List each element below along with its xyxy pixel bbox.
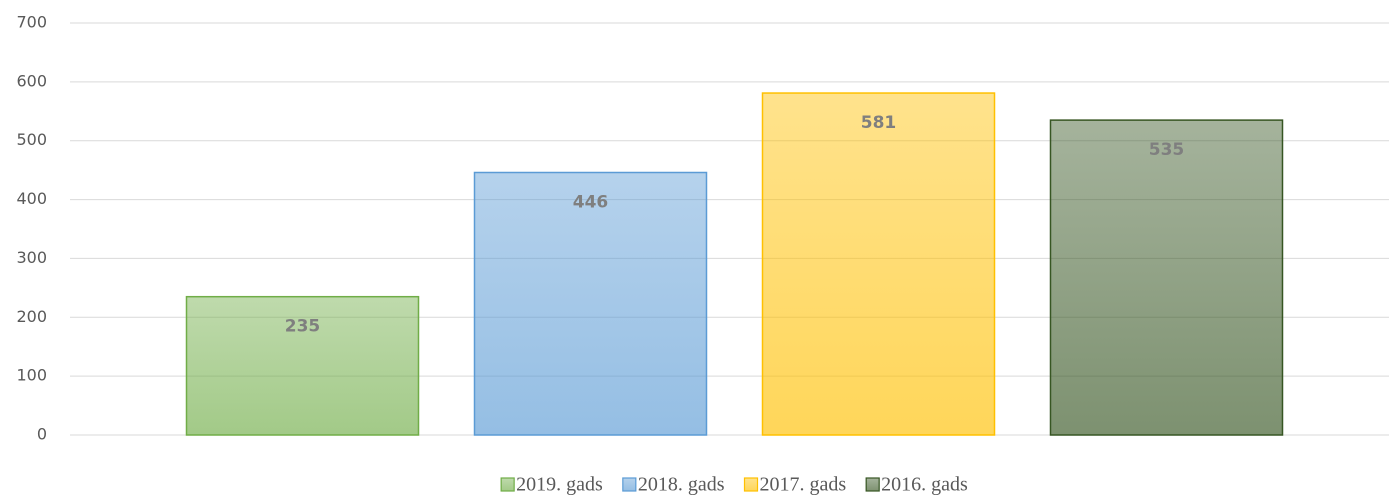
data-label: 535	[1149, 140, 1185, 160]
legend-swatch	[865, 477, 880, 492]
data-label: 581	[861, 113, 897, 133]
legend-swatch	[622, 477, 637, 492]
legend-label: 2017. gads	[760, 474, 847, 495]
legend-item: 2019. gads	[500, 474, 603, 495]
legend-item: 2016. gads	[865, 474, 968, 495]
legend-label: 2018. gads	[638, 474, 725, 495]
legend-label: 2019. gads	[516, 474, 603, 495]
y-tick-label: 200	[16, 307, 47, 326]
legend-swatch	[500, 477, 515, 492]
y-tick-label: 0	[37, 425, 47, 444]
bar	[185, 295, 420, 436]
bar	[473, 171, 708, 436]
legend-swatch	[743, 477, 759, 492]
legend-item: 2018. gads	[622, 474, 725, 495]
y-tick-label: 700	[16, 13, 47, 32]
legend-item: 2017. gads	[743, 474, 847, 495]
y-tick-label: 600	[16, 71, 47, 90]
y-tick-label: 400	[16, 189, 47, 208]
data-label: 446	[573, 192, 609, 212]
bar	[1049, 119, 1284, 436]
y-tick-label: 300	[16, 248, 47, 267]
y-tick-label: 500	[16, 130, 47, 149]
data-label: 235	[285, 317, 321, 337]
legend-label: 2016. gads	[881, 474, 968, 495]
y-tick-label: 100	[16, 366, 47, 385]
bar	[761, 92, 996, 436]
